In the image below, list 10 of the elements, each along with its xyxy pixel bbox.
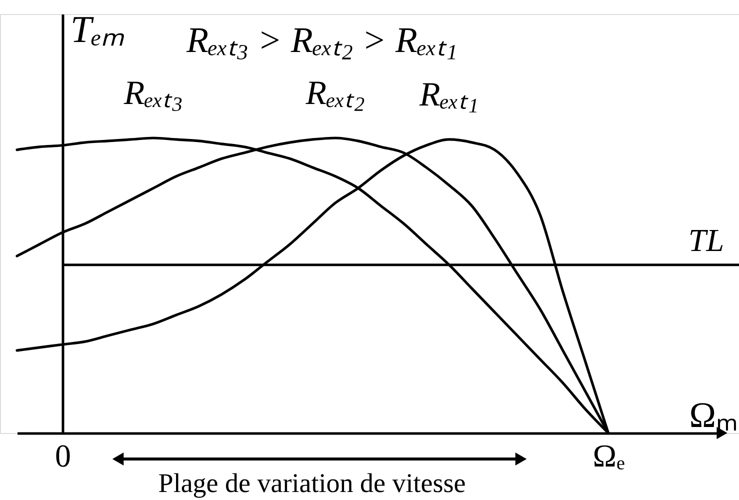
x-axis-title: Ωₘ <box>689 395 738 435</box>
series-label: Rₑₓₜ₁ <box>418 76 479 114</box>
x-tick-label: Ωₑ <box>592 438 625 474</box>
y-axis-title: Tₑₘ <box>70 9 125 51</box>
ref-line-label: TL <box>688 222 724 258</box>
x-tick-label: 0 <box>54 438 71 474</box>
series-label: Rₑₓₜ₃ <box>122 75 184 112</box>
chart-title: Rₑₓₜ₃ > Rₑₓₜ₂ > Rₑₓₜ₁ <box>185 20 458 60</box>
series-label: Rₑₓₜ₂ <box>304 75 365 112</box>
text: Plage de variation de vitesse <box>158 468 466 498</box>
